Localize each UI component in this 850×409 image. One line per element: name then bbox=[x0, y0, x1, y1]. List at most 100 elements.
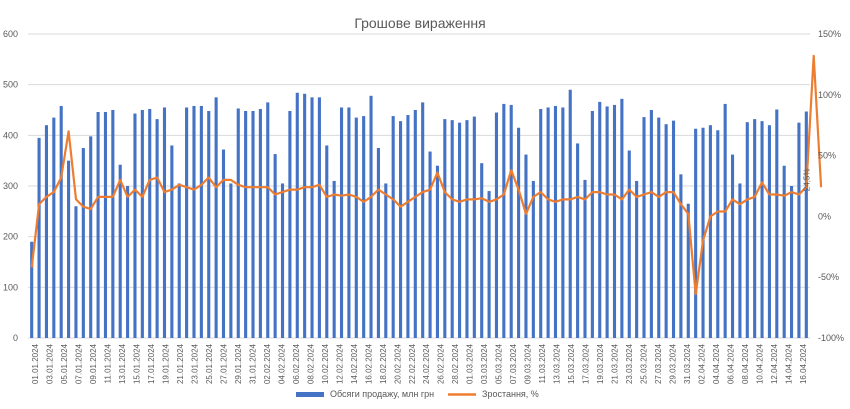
legend-label-bar: Обсяги продажу, млн грн bbox=[330, 389, 434, 399]
bar bbox=[384, 183, 388, 338]
x-tick-label: 10.02.2024 bbox=[321, 343, 330, 384]
x-tick-label: 14.04.2024 bbox=[784, 343, 793, 384]
x-tick-label: 11.01.2024 bbox=[104, 343, 113, 383]
bar bbox=[760, 121, 764, 338]
bar bbox=[192, 105, 196, 339]
bar bbox=[133, 113, 137, 339]
bar bbox=[406, 115, 410, 338]
x-tick-label: 08.02.2024 bbox=[306, 343, 315, 384]
bar bbox=[221, 149, 226, 338]
bar bbox=[295, 92, 299, 338]
bar bbox=[214, 97, 218, 338]
bar bbox=[517, 127, 521, 338]
y-tick-label: 200 bbox=[3, 232, 18, 242]
bar bbox=[590, 111, 594, 338]
bar bbox=[339, 107, 344, 338]
bar bbox=[745, 122, 749, 338]
line-series bbox=[30, 54, 823, 296]
bar bbox=[708, 125, 712, 338]
bar bbox=[635, 180, 639, 338]
annotations: 24,5% bbox=[802, 169, 811, 192]
bar bbox=[244, 111, 248, 338]
bar bbox=[332, 180, 336, 338]
bar bbox=[509, 104, 513, 338]
x-tick-label: 10.04.2024 bbox=[755, 343, 764, 384]
bar bbox=[694, 128, 698, 338]
bar bbox=[148, 108, 152, 338]
x-tick-label: 26.02.2024 bbox=[437, 343, 446, 384]
x-tick-label: 16.04.2024 bbox=[799, 343, 808, 384]
data-label: 24,5% bbox=[802, 169, 811, 192]
gridlines bbox=[28, 33, 810, 339]
bar bbox=[583, 179, 587, 338]
bar bbox=[317, 97, 321, 338]
bar bbox=[399, 121, 403, 338]
bar bbox=[310, 97, 314, 338]
x-tick-label: 21.01.2024 bbox=[176, 343, 185, 384]
bar bbox=[273, 154, 277, 338]
bar bbox=[649, 110, 653, 338]
bar bbox=[627, 150, 631, 338]
bar bbox=[804, 111, 808, 339]
x-tick-label: 15.03.2024 bbox=[567, 343, 576, 384]
y-tick-label: 0 bbox=[13, 333, 18, 343]
bar bbox=[443, 119, 447, 339]
bar bbox=[502, 103, 506, 338]
bar bbox=[52, 117, 56, 338]
bar bbox=[546, 107, 550, 338]
bar bbox=[236, 108, 240, 338]
bar bbox=[347, 107, 351, 338]
bar bbox=[524, 154, 528, 338]
x-tick-label: 08.04.2024 bbox=[741, 343, 750, 384]
x-tick-label: 24.02.2024 bbox=[422, 343, 431, 384]
legend-swatch-bar bbox=[296, 392, 324, 397]
bar bbox=[155, 119, 159, 339]
bar bbox=[450, 120, 454, 338]
x-tick-label: 31.01.2024 bbox=[249, 343, 258, 384]
bar bbox=[81, 148, 85, 338]
bar bbox=[37, 137, 41, 338]
bar bbox=[480, 163, 484, 338]
bar bbox=[325, 145, 329, 338]
y-tick-label: 500 bbox=[3, 80, 18, 90]
bar bbox=[413, 110, 417, 338]
bar bbox=[767, 125, 771, 338]
x-tick-label: 01.03.2024 bbox=[466, 343, 475, 384]
bar bbox=[170, 145, 174, 338]
bar bbox=[576, 143, 580, 338]
bar bbox=[472, 116, 476, 338]
x-tick-label: 12.02.2024 bbox=[335, 343, 344, 384]
x-tick-label: 17.03.2024 bbox=[582, 343, 591, 384]
bar bbox=[428, 151, 432, 338]
x-tick-label: 27.03.2024 bbox=[654, 343, 663, 384]
x-tick-label: 01.01.2024 bbox=[31, 343, 40, 384]
x-tick-label: 03.03.2024 bbox=[480, 343, 489, 384]
y2-tick-label: 0% bbox=[818, 211, 831, 221]
bar bbox=[258, 108, 262, 338]
bar bbox=[686, 203, 690, 338]
x-tick-label: 05.01.2024 bbox=[60, 343, 69, 384]
bar bbox=[671, 120, 676, 338]
bar bbox=[620, 98, 624, 338]
bar bbox=[531, 180, 535, 338]
y-tick-label: 600 bbox=[3, 29, 18, 39]
bar bbox=[561, 107, 565, 338]
bar bbox=[716, 130, 720, 338]
x-tick-label: 03.01.2024 bbox=[46, 343, 55, 384]
bar bbox=[369, 95, 373, 339]
x-tick-label: 19.01.2024 bbox=[162, 343, 171, 384]
y2-tick-label: 50% bbox=[818, 151, 836, 161]
legend-label-line: Зростання, % bbox=[482, 389, 539, 399]
y2-tick-label: -100% bbox=[818, 333, 844, 343]
bar-series bbox=[30, 89, 808, 339]
bar bbox=[89, 136, 93, 338]
bar bbox=[568, 89, 572, 338]
x-axis: 01.01.2024 03.01.2024 05.01.2024 07.01.2024… bbox=[31, 343, 808, 384]
bar bbox=[67, 160, 71, 338]
bar bbox=[782, 165, 786, 338]
bar bbox=[118, 164, 122, 338]
bar bbox=[642, 117, 646, 339]
bar bbox=[775, 109, 779, 338]
x-tick-label: 14.02.2024 bbox=[350, 343, 359, 384]
